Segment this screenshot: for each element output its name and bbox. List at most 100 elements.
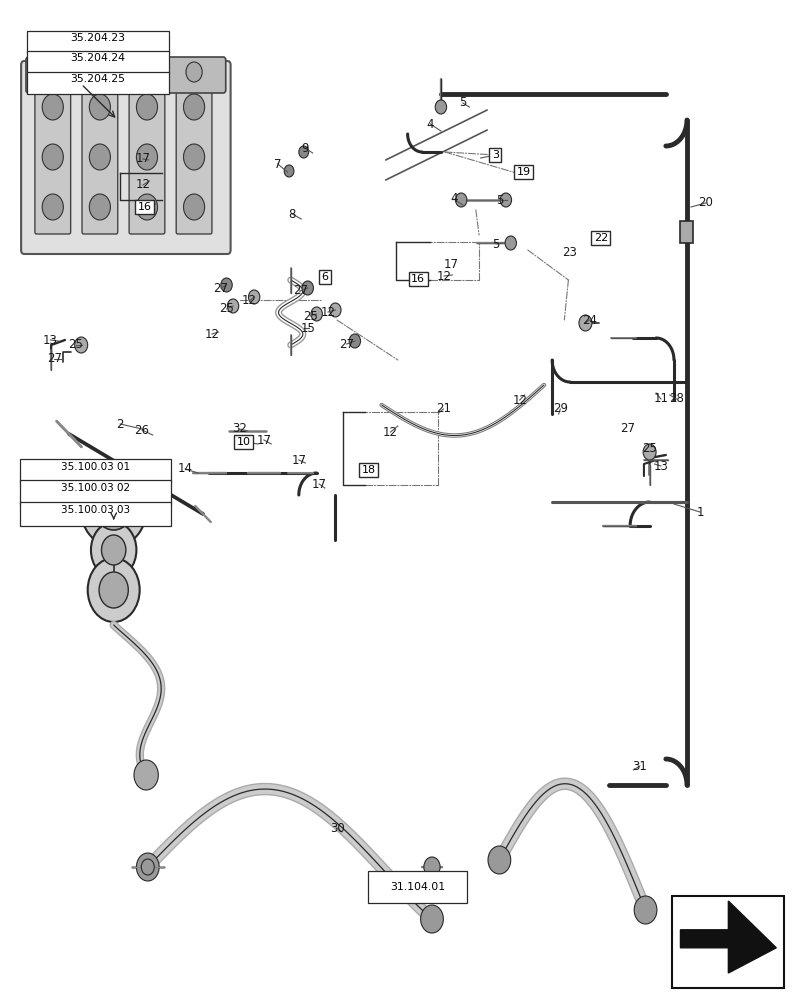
FancyBboxPatch shape — [21, 61, 230, 254]
Text: 5: 5 — [491, 237, 500, 250]
FancyBboxPatch shape — [26, 57, 225, 93]
Bar — [27, 31, 169, 53]
Circle shape — [298, 146, 308, 158]
Circle shape — [42, 144, 63, 170]
Text: 31: 31 — [632, 760, 646, 772]
Text: 29: 29 — [552, 402, 567, 416]
Text: 12: 12 — [320, 306, 335, 318]
Text: 35.100.03 01: 35.100.03 01 — [61, 462, 130, 472]
Circle shape — [89, 94, 110, 120]
Text: 27: 27 — [213, 282, 228, 294]
FancyBboxPatch shape — [35, 80, 71, 234]
FancyBboxPatch shape — [176, 80, 212, 234]
Circle shape — [578, 315, 591, 331]
Text: 17: 17 — [135, 152, 150, 165]
Circle shape — [89, 194, 110, 220]
Circle shape — [500, 193, 511, 207]
Text: 35.100.03 02: 35.100.03 02 — [61, 483, 130, 493]
Text: 17: 17 — [256, 434, 271, 446]
Circle shape — [186, 62, 202, 82]
Circle shape — [136, 94, 157, 120]
Circle shape — [93, 480, 134, 530]
Text: 4: 4 — [449, 192, 457, 206]
Text: 24: 24 — [581, 314, 596, 326]
Circle shape — [89, 144, 110, 170]
Circle shape — [92, 62, 108, 82]
Text: 5: 5 — [458, 97, 466, 109]
Text: 5: 5 — [496, 194, 504, 207]
Text: 15: 15 — [301, 322, 315, 334]
Text: 31.104.01: 31.104.01 — [389, 882, 444, 892]
Text: 17: 17 — [311, 478, 326, 490]
Text: 26: 26 — [135, 424, 149, 436]
Text: 27: 27 — [47, 353, 62, 365]
Circle shape — [141, 859, 154, 875]
Text: 12: 12 — [242, 294, 256, 308]
Circle shape — [221, 278, 232, 292]
Text: 32: 32 — [232, 422, 247, 436]
FancyBboxPatch shape — [129, 80, 165, 234]
Text: 25: 25 — [68, 338, 83, 352]
Text: 7: 7 — [273, 157, 281, 170]
Circle shape — [42, 94, 63, 120]
Circle shape — [42, 194, 63, 220]
Text: 12: 12 — [512, 393, 526, 406]
Text: 18: 18 — [361, 465, 375, 475]
Circle shape — [75, 337, 88, 353]
Text: 12: 12 — [204, 328, 219, 340]
Circle shape — [435, 100, 446, 114]
Bar — [680, 221, 693, 243]
Text: 3: 3 — [491, 150, 498, 160]
Circle shape — [633, 896, 656, 924]
Bar — [27, 51, 169, 73]
Text: 4: 4 — [426, 117, 434, 130]
Text: 9: 9 — [301, 141, 309, 154]
Bar — [367, 871, 466, 903]
Text: 27: 27 — [620, 422, 634, 434]
Circle shape — [227, 299, 238, 313]
Circle shape — [139, 62, 155, 82]
Circle shape — [134, 760, 158, 790]
Text: 19: 19 — [516, 167, 530, 177]
Text: 25: 25 — [219, 302, 234, 316]
Text: 17: 17 — [444, 258, 458, 271]
Bar — [672, 896, 783, 988]
Circle shape — [487, 846, 510, 874]
Text: 10: 10 — [236, 437, 251, 447]
Text: 13: 13 — [653, 460, 667, 473]
Text: 13: 13 — [43, 334, 58, 347]
Text: 11: 11 — [653, 392, 667, 406]
Text: 1: 1 — [695, 506, 703, 518]
Circle shape — [311, 307, 322, 321]
Text: 17: 17 — [291, 454, 306, 466]
Text: 35.100.03 03: 35.100.03 03 — [61, 505, 130, 515]
Circle shape — [88, 558, 139, 622]
Bar — [20, 502, 170, 526]
Text: 35.204.23: 35.204.23 — [71, 33, 125, 43]
Text: 14: 14 — [178, 462, 192, 476]
Circle shape — [329, 303, 341, 317]
Circle shape — [99, 572, 128, 608]
Text: 12: 12 — [383, 426, 397, 438]
Text: 6: 6 — [321, 272, 328, 282]
Circle shape — [79, 463, 148, 547]
Circle shape — [136, 194, 157, 220]
Text: 25: 25 — [642, 442, 656, 456]
Circle shape — [91, 522, 136, 578]
Text: 35.204.24: 35.204.24 — [71, 53, 125, 63]
Circle shape — [284, 165, 294, 177]
Circle shape — [349, 334, 360, 348]
Bar — [20, 459, 170, 483]
Text: 27: 27 — [339, 338, 354, 351]
Circle shape — [455, 193, 466, 207]
Text: 20: 20 — [697, 196, 712, 210]
Text: 2: 2 — [116, 418, 124, 430]
Text: 23: 23 — [562, 245, 577, 258]
Circle shape — [302, 281, 313, 295]
Circle shape — [183, 144, 204, 170]
Text: 8: 8 — [288, 208, 296, 221]
Circle shape — [136, 853, 159, 881]
Circle shape — [45, 62, 61, 82]
Circle shape — [423, 857, 440, 877]
FancyBboxPatch shape — [82, 80, 118, 234]
